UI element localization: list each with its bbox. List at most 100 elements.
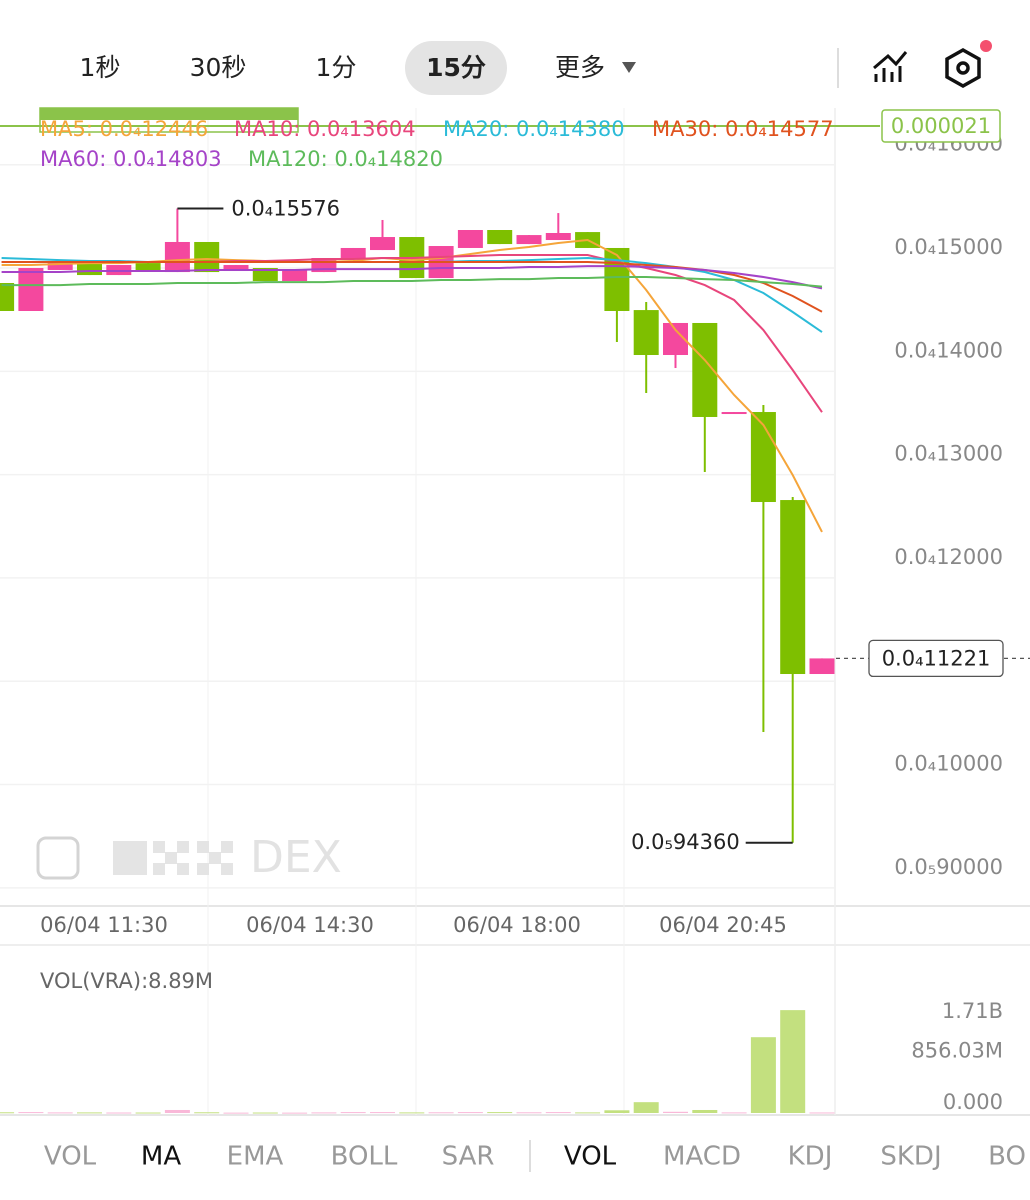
- volume-title: VOL(VRA):8.89M: [40, 969, 213, 993]
- legend-entry: MA120: 0.0₄14820: [248, 147, 443, 171]
- volume-bar: [428, 1112, 454, 1114]
- candle-body: [135, 263, 161, 272]
- volume-tick-label: 856.03M: [911, 1039, 1003, 1063]
- legend-entry: MA10: 0.0₄13604: [234, 117, 416, 141]
- volume-tick-label: 0.000: [943, 1090, 1003, 1114]
- interval-tab[interactable]: 15分: [426, 53, 486, 82]
- volume-bar: [47, 1112, 73, 1114]
- indicator-tab[interactable]: BO: [988, 1142, 1026, 1172]
- candle-body: [164, 241, 190, 273]
- volume-bar: [77, 1112, 102, 1114]
- volume-bar: [194, 1112, 220, 1114]
- ma-line: [1, 276, 823, 288]
- volume-bar: [18, 1112, 44, 1114]
- candle-body: [516, 235, 542, 245]
- volume-bar: [311, 1112, 337, 1114]
- volume-bar: [282, 1112, 308, 1114]
- volume-bar: [809, 1112, 835, 1114]
- volume-bar: [604, 1110, 630, 1113]
- candle-body: [633, 310, 659, 356]
- y-tick-label: 0.0₅90000: [894, 855, 1003, 879]
- volume-bar: [750, 1037, 776, 1113]
- position-tag: [40, 108, 298, 120]
- volume-bar: [516, 1112, 542, 1114]
- volume-bar: [223, 1112, 249, 1114]
- candle-body: [18, 268, 44, 311]
- candle-body: [252, 268, 278, 282]
- interval-tab[interactable]: 30秒: [190, 53, 247, 82]
- volume-tick-label: 1.71B: [942, 999, 1003, 1023]
- price-line-tag: [881, 109, 1001, 143]
- candle-body: [809, 658, 835, 675]
- candle-body: [47, 262, 73, 270]
- last-price-label: 0.0₄11221: [882, 646, 991, 670]
- more-tab[interactable]: 更多: [555, 53, 605, 82]
- more-arrow[interactable]: [622, 62, 636, 73]
- volume-bar: [135, 1112, 161, 1114]
- y-tick-label: 0.0₄13000: [894, 442, 1003, 466]
- watermark-text: DEX: [250, 832, 342, 883]
- y-tick-label: 0.0₄10000: [894, 752, 1003, 776]
- candle-body: [370, 237, 395, 251]
- candle-body: [194, 241, 220, 273]
- volume-bar: [663, 1111, 688, 1113]
- volume-bar: [575, 1112, 601, 1114]
- indicator-tab[interactable]: SAR: [442, 1142, 495, 1172]
- x-tick-label: 06/04 20:45: [659, 913, 787, 937]
- volume-bar: [370, 1112, 395, 1114]
- x-tick-label: 06/04 18:00: [453, 913, 581, 937]
- candle-body: [750, 412, 776, 503]
- volume-bar: [692, 1109, 718, 1113]
- volume-bar: [633, 1102, 659, 1113]
- y-tick-label: 0.0₄14000: [894, 338, 1003, 362]
- indicator-tab[interactable]: VOL: [564, 1142, 617, 1172]
- indicator-tab[interactable]: MACD: [663, 1142, 741, 1172]
- interval-tab[interactable]: 1秒: [80, 53, 121, 82]
- high-label: 0.0₄15576: [231, 197, 340, 221]
- indicator-tab[interactable]: SKDJ: [880, 1142, 941, 1172]
- volume-bar: [164, 1109, 190, 1113]
- indicator-tab[interactable]: VOL: [44, 1142, 97, 1172]
- volume-bar: [545, 1112, 571, 1114]
- interval-tab[interactable]: 1分: [316, 53, 357, 82]
- volume-bar: [252, 1112, 278, 1114]
- legend-entry: MA60: 0.0₄14803: [40, 147, 222, 171]
- position-tag-outline: [39, 107, 299, 133]
- price-line-label: 0.000021: [891, 114, 991, 138]
- volume-bar: [780, 1010, 806, 1113]
- volume-bar: [106, 1112, 132, 1114]
- x-tick-label: 06/04 11:30: [40, 913, 168, 937]
- candle-body: [487, 230, 513, 245]
- indicator-tab[interactable]: BOLL: [331, 1142, 398, 1172]
- low-label: 0.0₅94360: [631, 830, 740, 854]
- volume-bar: [487, 1112, 513, 1114]
- volume-bar: [399, 1112, 425, 1114]
- settings-icon[interactable]: [945, 40, 992, 89]
- selected-pill: [405, 41, 507, 95]
- volume-bar: [721, 1112, 747, 1114]
- candle-body: [457, 230, 483, 248]
- y-tick-label: 0.0₄12000: [894, 545, 1003, 569]
- chart-style-icon[interactable]: [873, 51, 908, 82]
- candle-body: [721, 412, 747, 415]
- candle-body: [0, 282, 15, 311]
- candle-body: [780, 500, 806, 675]
- indicator-tab[interactable]: KDJ: [788, 1142, 833, 1172]
- volume-bar: [0, 1112, 15, 1114]
- last-price-tag: [868, 639, 1004, 678]
- indicator-tab[interactable]: MA: [141, 1142, 181, 1172]
- candle-body: [282, 269, 308, 282]
- candle-body: [604, 247, 630, 311]
- legend-entry: MA5: 0.0₄12446: [40, 117, 208, 141]
- indicator-tab[interactable]: EMA: [227, 1142, 284, 1172]
- watermark-logo: [36, 836, 233, 880]
- legend-entry: MA20: 0.0₄14380: [443, 117, 625, 141]
- volume-bar: [340, 1112, 366, 1114]
- x-tick-label: 06/04 14:30: [246, 913, 374, 937]
- y-tick-label: 0.0₄15000: [894, 235, 1003, 259]
- candle-body: [545, 232, 571, 241]
- ma-line: [1, 265, 823, 290]
